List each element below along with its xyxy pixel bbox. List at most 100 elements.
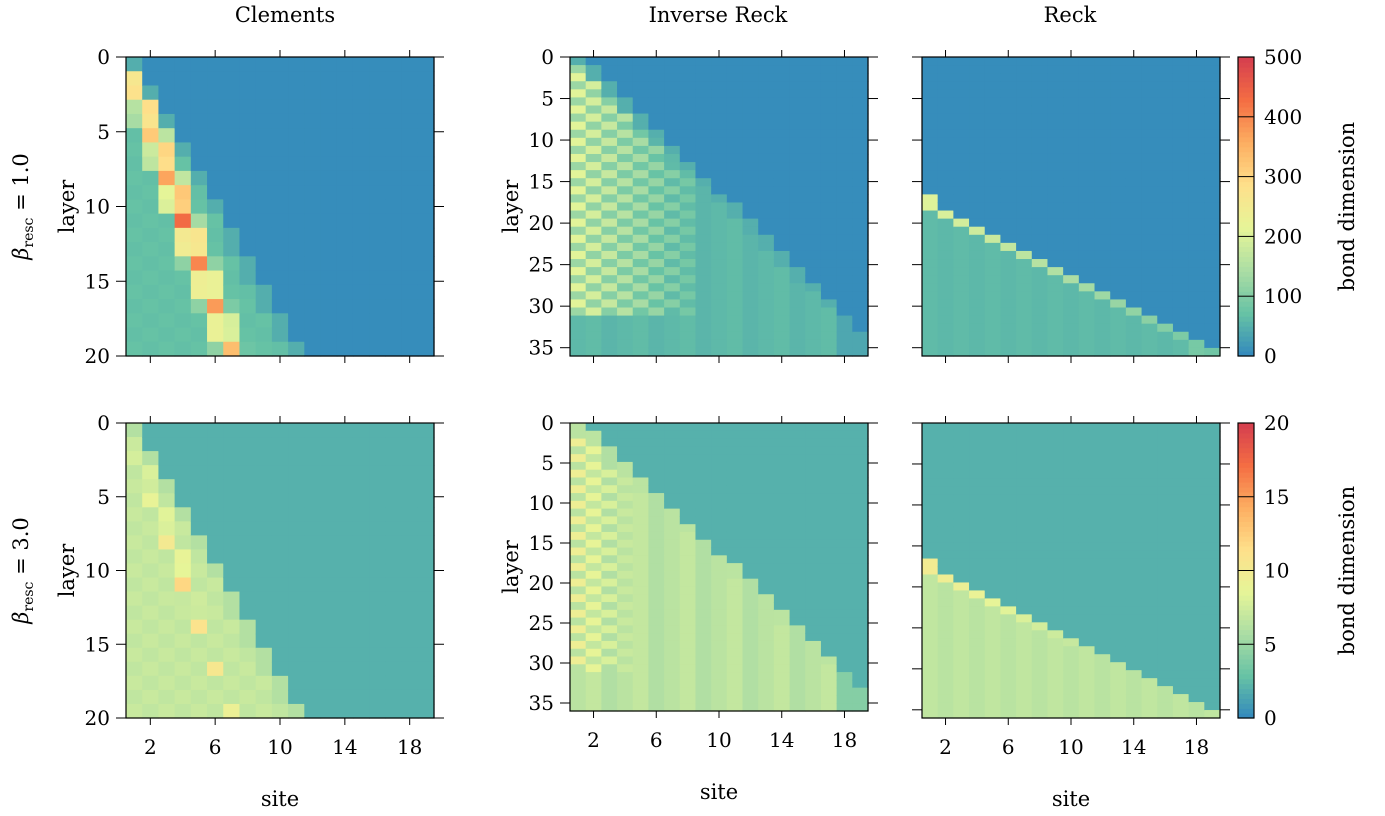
- heatmap-cell: [789, 648, 806, 658]
- heatmap-cell: [805, 113, 822, 123]
- heatmap-cell: [648, 170, 665, 179]
- heatmap-cell: [711, 153, 728, 163]
- heatmap-cell: [742, 162, 759, 171]
- heatmap-cell: [789, 703, 806, 712]
- heatmap-cell: [142, 185, 160, 200]
- heatmap-cell: [789, 202, 806, 212]
- colorbar-segment: [1238, 111, 1254, 118]
- heatmap-cell: [417, 633, 435, 649]
- heatmap-cell: [1157, 430, 1174, 440]
- heatmap-cell: [190, 256, 208, 272]
- heatmap-cell: [255, 85, 273, 101]
- heatmap-cell: [271, 633, 289, 649]
- heatmap-cell: [320, 465, 338, 480]
- heatmap-cell: [417, 451, 435, 466]
- heatmap-cell: [601, 105, 618, 115]
- colorbar-segment: [1238, 256, 1254, 262]
- heatmap-cell: [679, 186, 697, 195]
- heatmap-cell: [401, 689, 419, 705]
- heatmap-cell: [288, 577, 305, 593]
- heatmap-cell: [632, 97, 650, 107]
- heatmap-cell: [1047, 558, 1064, 568]
- heatmap-cell: [922, 582, 939, 592]
- heatmap-cell: [726, 633, 744, 642]
- heatmap-cell: [601, 57, 618, 66]
- heatmap-cell: [726, 105, 744, 115]
- heatmap-cell: [984, 81, 1002, 90]
- heatmap-cell: [1125, 331, 1143, 341]
- heatmap-cell: [385, 619, 403, 635]
- heatmap-cell: [190, 437, 208, 452]
- heatmap-cell: [922, 97, 939, 107]
- heatmap-cell: [401, 156, 419, 172]
- heatmap-cell: [1016, 162, 1033, 171]
- heatmap-cell: [1000, 670, 1017, 679]
- heatmap-cell: [190, 227, 208, 243]
- heatmap-cell: [585, 539, 602, 549]
- heatmap-cell: [805, 226, 822, 236]
- heatmap-cell: [1078, 550, 1096, 560]
- heatmap-cell: [369, 256, 386, 272]
- heatmap-cell: [773, 226, 791, 236]
- heatmap-cell: [632, 633, 650, 642]
- heatmap-cell: [207, 99, 224, 115]
- heatmap-cell: [142, 57, 160, 72]
- heatmap-cell: [1000, 590, 1017, 599]
- heatmap-cell: [984, 598, 1002, 607]
- heatmap-cell: [679, 555, 697, 564]
- heatmap-cell: [1094, 638, 1111, 647]
- heatmap-cell: [679, 347, 697, 357]
- heatmap-cell: [953, 65, 970, 74]
- heatmap-cell: [1110, 65, 1127, 74]
- heatmap-cell: [1078, 73, 1096, 82]
- heatmap-cell: [585, 633, 602, 642]
- heatmap-cell: [336, 633, 354, 649]
- heatmap-cell: [1172, 454, 1190, 464]
- heatmap-cell: [1125, 315, 1143, 325]
- heatmap-cell: [1047, 630, 1064, 639]
- heatmap-cell: [805, 291, 822, 301]
- heatmap-cell: [852, 347, 869, 357]
- heatmap-cell: [773, 539, 791, 549]
- heatmap-cell: [288, 479, 305, 494]
- heatmap-cell: [336, 227, 354, 243]
- heatmap-cell: [255, 313, 273, 329]
- heatmap-cell: [385, 227, 403, 243]
- heatmap-cell: [695, 162, 712, 171]
- heatmap-cell: [695, 664, 712, 673]
- heatmap-cell: [836, 469, 853, 479]
- heatmap-cell: [711, 695, 728, 704]
- heatmap-cell: [1094, 678, 1111, 687]
- heatmap-cell: [1078, 423, 1096, 432]
- heatmap-cell: [758, 153, 775, 163]
- heatmap-cell: [617, 234, 634, 244]
- heatmap-cell: [984, 494, 1002, 504]
- heatmap-cell: [632, 672, 650, 681]
- heatmap-cell: [1172, 494, 1190, 504]
- heatmap-cell: [1094, 81, 1111, 90]
- heatmap-cell: [1000, 542, 1017, 552]
- heatmap-cell: [190, 521, 208, 536]
- heatmap-cell: [632, 226, 650, 236]
- heatmap-cell: [1031, 283, 1049, 292]
- heatmap-cell: [601, 469, 618, 479]
- heatmap-cell: [1078, 210, 1096, 220]
- heatmap-cell: [417, 493, 435, 508]
- heatmap-cell: [585, 65, 602, 74]
- heatmap-cell: [664, 210, 681, 220]
- heatmap-cell: [288, 507, 305, 522]
- heatmap-cell: [1172, 57, 1190, 66]
- heatmap-cell: [304, 256, 322, 272]
- heatmap-cell: [1063, 486, 1080, 496]
- heatmap-cell: [664, 493, 681, 502]
- heatmap-cell: [255, 493, 273, 508]
- heatmap-cell: [1172, 598, 1190, 607]
- heatmap-cell: [223, 270, 241, 286]
- y-tick-label: 35: [529, 691, 554, 715]
- heatmap-cell: [239, 270, 257, 286]
- heatmap-cell: [789, 97, 806, 107]
- heatmap-cell: [320, 521, 338, 536]
- heatmap-cell: [852, 664, 869, 673]
- heatmap-cell: [773, 438, 791, 447]
- heatmap-cell: [711, 113, 728, 123]
